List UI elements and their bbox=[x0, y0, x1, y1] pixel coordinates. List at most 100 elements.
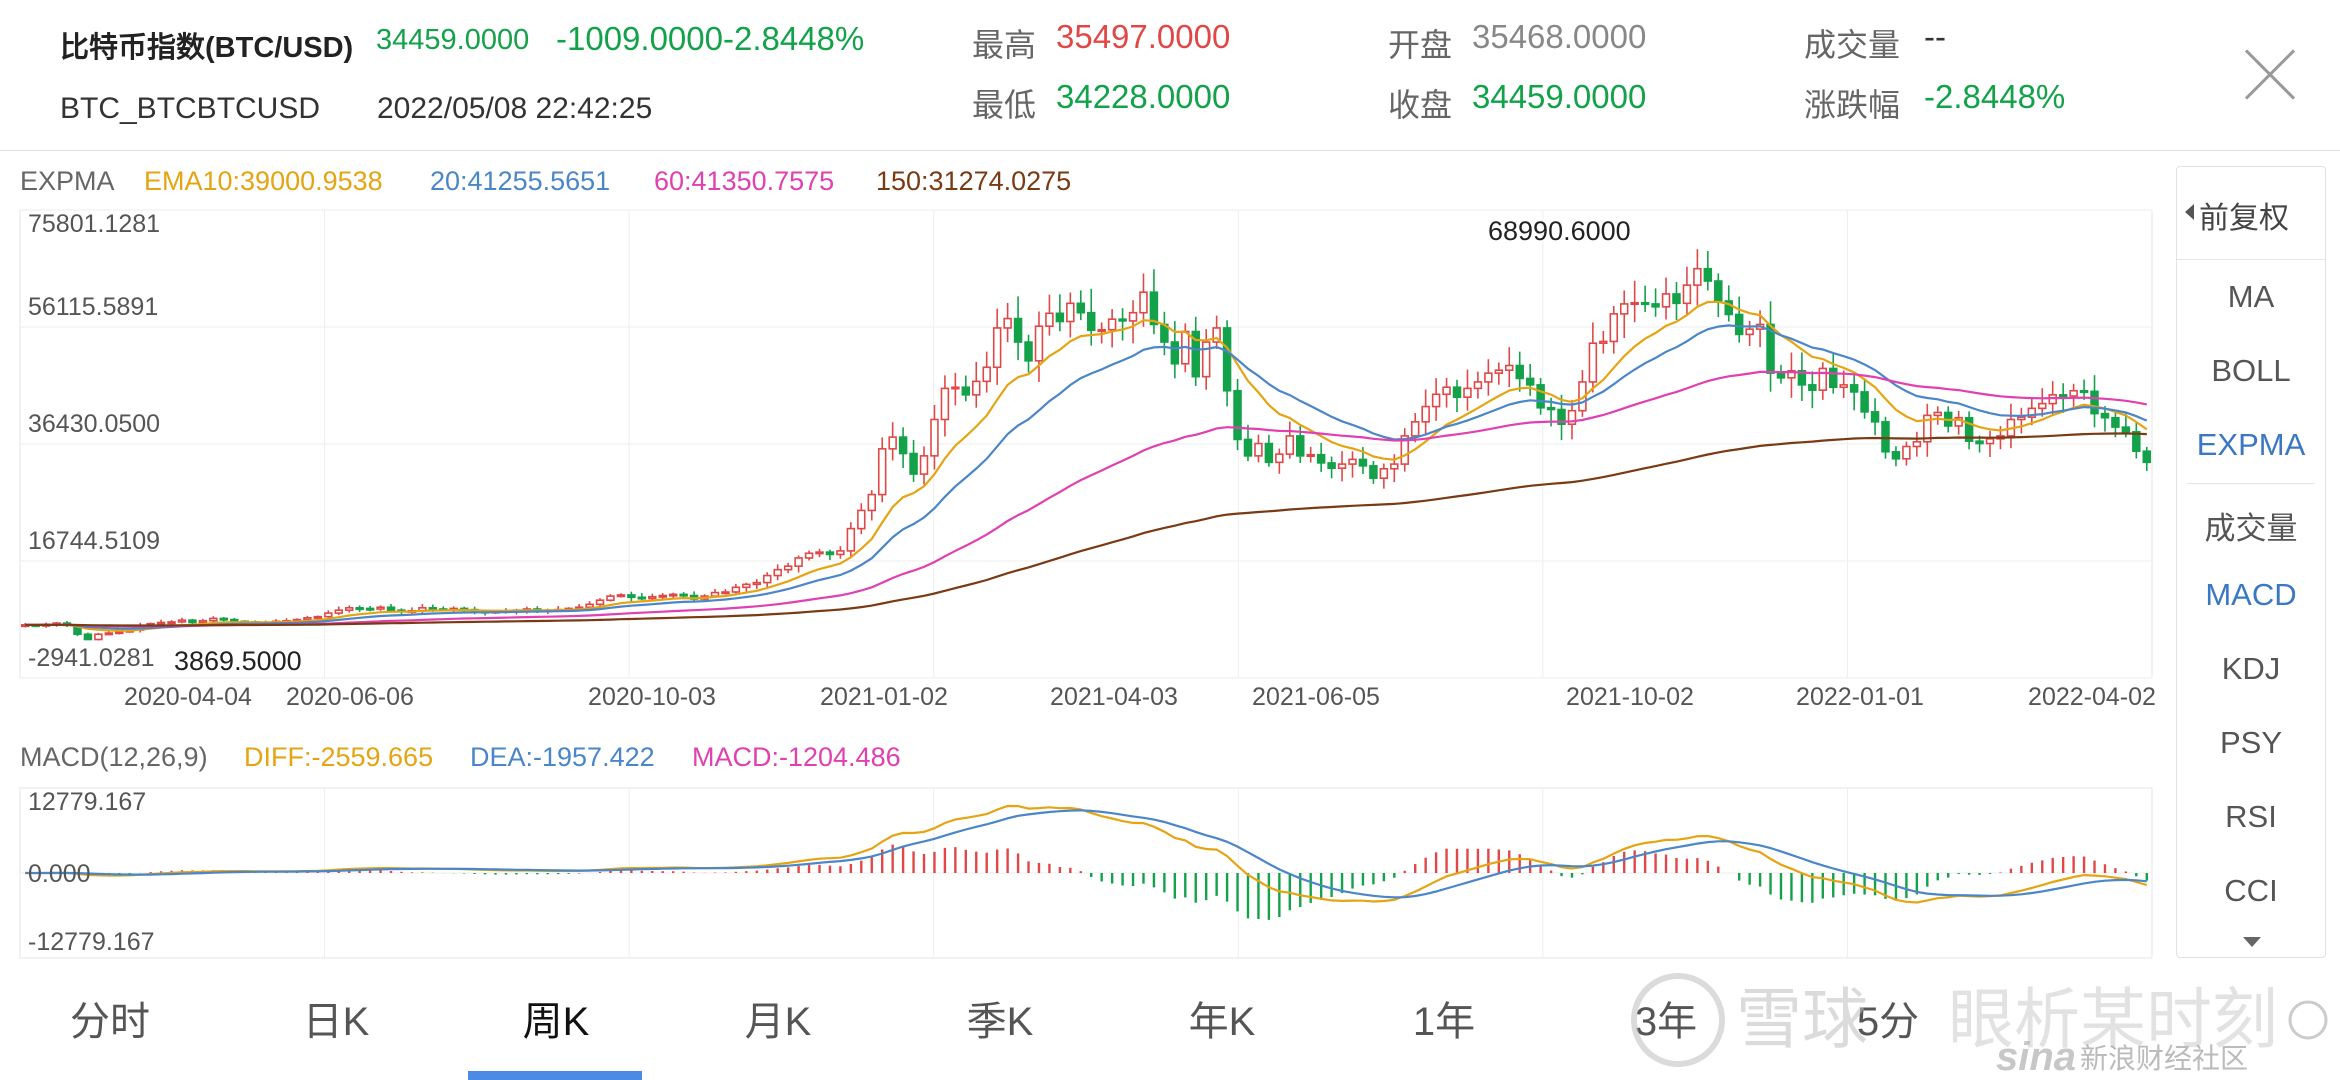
candle-body bbox=[1348, 458, 1357, 465]
volume-label: 成交量 bbox=[1804, 27, 1901, 63]
sina-logo: sina bbox=[1996, 1035, 2076, 1079]
candle-body bbox=[1463, 387, 1472, 398]
candle-body bbox=[1222, 327, 1232, 392]
candle-body bbox=[1672, 293, 1681, 305]
candle-body bbox=[1923, 414, 1932, 443]
indicator-macd[interactable]: MACD bbox=[2205, 577, 2297, 612]
tab-month[interactable]: 月K bbox=[744, 1000, 812, 1044]
ema150-line bbox=[25, 432, 2147, 627]
candle-body bbox=[1734, 313, 1744, 336]
candle-body bbox=[1327, 462, 1336, 469]
close-icon[interactable] bbox=[2244, 48, 2296, 100]
candle-body bbox=[857, 509, 866, 530]
candle-body bbox=[679, 593, 688, 597]
candle-body bbox=[344, 607, 354, 611]
candle-body bbox=[2038, 402, 2047, 410]
indicator-kdj[interactable]: KDJ bbox=[2221, 651, 2281, 686]
candle-body bbox=[1776, 372, 1786, 379]
tab-minute[interactable]: 分时 bbox=[70, 1000, 150, 1044]
indicator-cci[interactable]: CCI bbox=[2224, 873, 2278, 908]
instrument-code: BTC_BTCBTCUSD bbox=[60, 92, 321, 125]
max-price-label: 68990.6000 bbox=[1488, 216, 1631, 246]
candle-body bbox=[1546, 406, 1556, 411]
date-axis-label: 2020-04-04 bbox=[124, 683, 252, 711]
candle-body bbox=[1494, 369, 1504, 374]
tab-week[interactable]: 周K bbox=[522, 1000, 590, 1044]
candle-body bbox=[1086, 311, 1096, 332]
candle-body bbox=[742, 583, 751, 589]
candle-body bbox=[2100, 412, 2110, 419]
candle-body bbox=[1933, 411, 1943, 417]
candle-body bbox=[1201, 341, 1211, 378]
candle-body bbox=[1714, 280, 1723, 302]
candle-body bbox=[1787, 369, 1796, 379]
tab-quarter[interactable]: 季K bbox=[966, 1000, 1034, 1044]
candle-body bbox=[867, 493, 877, 512]
instrument-name: 比特币指数(BTC/USD) bbox=[60, 32, 354, 64]
candle-body bbox=[1264, 442, 1274, 464]
candle-body bbox=[115, 631, 124, 635]
candle-body bbox=[188, 619, 197, 624]
candle-body bbox=[1212, 327, 1221, 343]
indicator-psy[interactable]: PSY bbox=[2219, 725, 2283, 760]
candle-body bbox=[428, 607, 438, 611]
candle-body bbox=[2079, 389, 2089, 394]
tab-1year[interactable]: 1年 bbox=[1412, 1000, 1476, 1044]
low-value: 34228.0000 bbox=[1056, 78, 1231, 115]
candle-body bbox=[616, 594, 626, 598]
indicator-rsi[interactable]: RSI bbox=[2225, 799, 2277, 834]
candle-body bbox=[2017, 416, 2026, 421]
candle-body bbox=[1045, 312, 1054, 328]
ema150-legend: 150:31274.0275 bbox=[876, 166, 1072, 196]
price-axis-label: 16744.5109 bbox=[28, 527, 160, 555]
candle-body bbox=[1975, 440, 1984, 445]
watermark-brand: 雪球 bbox=[1736, 982, 1868, 1056]
candle-body bbox=[940, 387, 950, 421]
candle-body bbox=[1275, 453, 1284, 464]
macd-chart[interactable]: 12779.167 0.000 -12779.167 bbox=[0, 780, 2160, 960]
candle-body bbox=[1473, 381, 1483, 390]
date-axis-label: 2021-06-05 bbox=[1252, 683, 1380, 711]
date-axis-label: 2022-04-02 bbox=[2028, 683, 2156, 711]
candle-body bbox=[1170, 341, 1180, 365]
tab-year[interactable]: 年K bbox=[1188, 1000, 1256, 1044]
candlestick-chart[interactable]: 75801.1281 56115.5891 36430.0500 16744.5109… bbox=[0, 200, 2160, 720]
candle-body bbox=[1390, 463, 1399, 470]
candle-body bbox=[992, 327, 1002, 369]
tab-5min[interactable]: 5分 bbox=[1856, 1000, 1920, 1044]
candle-body bbox=[2142, 450, 2152, 464]
candle-body bbox=[303, 617, 312, 621]
candle-body bbox=[658, 594, 667, 598]
macd-legend-title: MACD(12,26,9) bbox=[20, 742, 208, 772]
dea-line bbox=[25, 809, 2147, 899]
candle-body bbox=[229, 618, 239, 623]
period-tabs: 分时 日K 周K 月K 季K 年K 1年 3年 5分 bbox=[0, 972, 2340, 1080]
candle-body bbox=[365, 607, 375, 611]
candle-body bbox=[1097, 328, 1106, 333]
candle-body bbox=[2069, 389, 2078, 397]
caret-left-icon bbox=[2185, 204, 2194, 220]
tab-day[interactable]: 日K bbox=[302, 1000, 370, 1044]
indicator-ma[interactable]: MA bbox=[2227, 279, 2275, 314]
tab-3year[interactable]: 3年 bbox=[1634, 1000, 1698, 1044]
indicator-volume[interactable]: 成交量 bbox=[2204, 511, 2298, 546]
candle-body bbox=[1881, 421, 1890, 453]
indicator-expma[interactable]: EXPMA bbox=[2196, 427, 2306, 462]
indicator-boll[interactable]: BOLL bbox=[2211, 353, 2291, 388]
candle-body bbox=[794, 557, 803, 567]
candle-body bbox=[2027, 407, 2037, 418]
candle-body bbox=[94, 633, 103, 641]
macd-axis-label: -12779.167 bbox=[28, 928, 155, 956]
price-axis-label: 56115.5891 bbox=[28, 293, 158, 321]
adjust-toggle[interactable]: 前复权 bbox=[2177, 167, 2325, 260]
ema20-line bbox=[25, 324, 2148, 630]
candle-body bbox=[1870, 411, 1880, 423]
candle-body bbox=[1233, 389, 1242, 441]
candle-body bbox=[1421, 405, 1430, 423]
candle-body bbox=[1839, 384, 1848, 389]
expma-legend-title: EXPMA bbox=[20, 166, 115, 196]
scroll-down-icon[interactable] bbox=[2243, 937, 2261, 947]
ema20-legend: 20:41255.5651 bbox=[430, 166, 611, 196]
candle-body bbox=[1055, 312, 1065, 323]
candle-body bbox=[1619, 303, 1629, 315]
